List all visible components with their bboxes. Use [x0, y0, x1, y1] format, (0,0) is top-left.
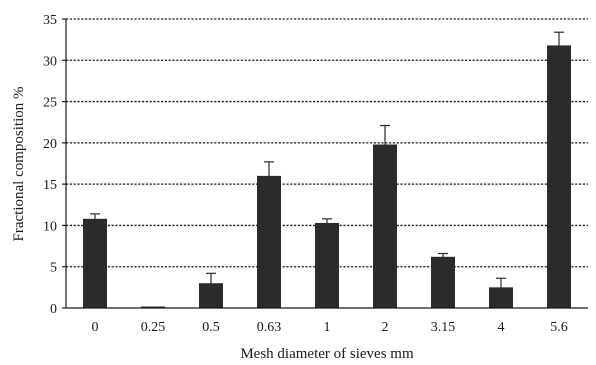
- x-tick-label: 0.63: [257, 320, 282, 335]
- x-tick-label: 4: [498, 320, 505, 335]
- y-tick-label: 25: [43, 96, 57, 111]
- x-axis-title: Mesh diameter of sieves mm: [240, 346, 414, 362]
- y-tick-label: 10: [43, 219, 57, 234]
- y-tick-label: 20: [43, 137, 57, 152]
- bar-3.15: [431, 256, 455, 308]
- bar-0.25: [141, 306, 165, 308]
- y-tick-label: 30: [43, 54, 57, 69]
- x-tick-labels: 0 0.25 0.5 0.63 1 2 3.15 4 5.6: [92, 320, 568, 335]
- x-tick-label: 1: [324, 320, 331, 335]
- x-tick-label: 2: [382, 320, 389, 335]
- x-tick-label: 5.6: [550, 320, 568, 335]
- axes: [62, 18, 588, 309]
- bar-0.63: [257, 175, 281, 308]
- bar-2: [373, 144, 397, 308]
- y-tick-label: 35: [43, 13, 57, 28]
- x-tick-label: 0: [92, 320, 99, 335]
- y-tick-label: 0: [50, 302, 57, 317]
- bar-0: [83, 218, 107, 308]
- bars: [83, 45, 571, 309]
- bar-1: [315, 222, 339, 308]
- y-axis-title: Fractional composition %: [11, 87, 27, 242]
- grid-lines: [66, 18, 588, 268]
- y-tick-labels: 0 5 10 15 20 25 30 35: [43, 13, 57, 317]
- x-tick-label: 0.5: [202, 320, 220, 335]
- bar-4: [489, 287, 513, 308]
- error-bars: [90, 31, 564, 297]
- bar-5.6: [547, 45, 571, 309]
- y-tick-label: 5: [50, 261, 57, 276]
- x-tick-label: 3.15: [431, 320, 456, 335]
- x-tick-label: 0.25: [141, 320, 166, 335]
- y-tick-label: 15: [43, 178, 57, 193]
